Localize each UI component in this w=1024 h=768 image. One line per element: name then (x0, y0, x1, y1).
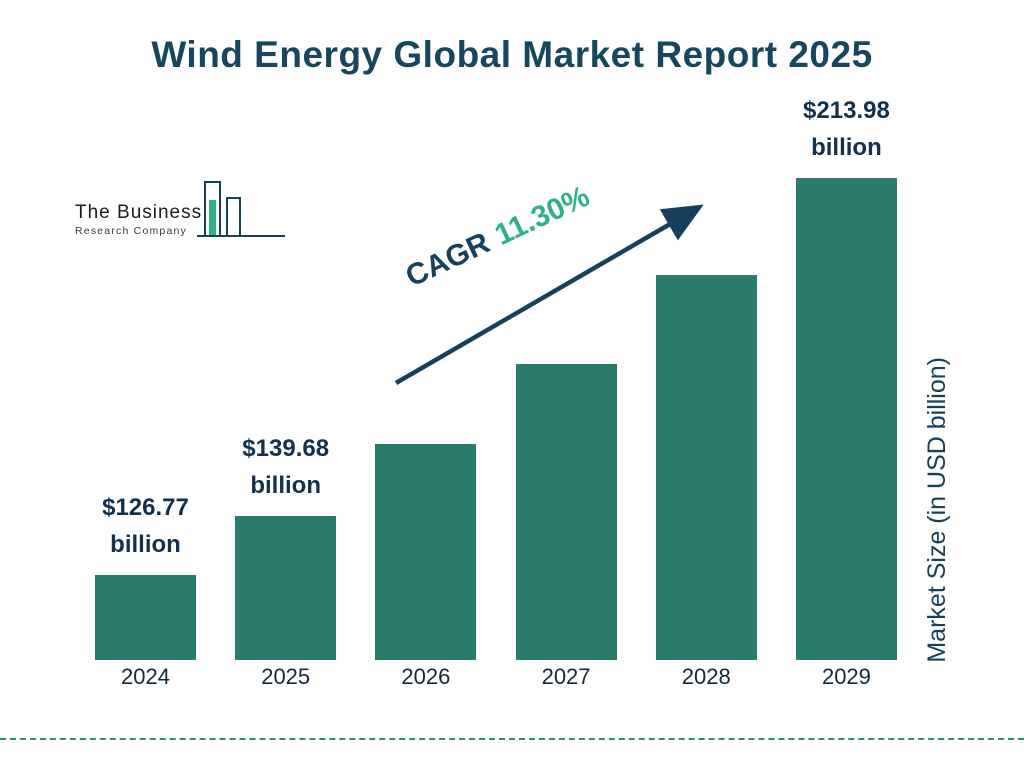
logo-company-subtitle: Research Company (75, 225, 187, 237)
x-tick-2026: 2026 (401, 664, 451, 689)
bar-2029 (795, 178, 897, 660)
x-tick-2024: 2024 (121, 664, 170, 689)
logo-company-name: The Business (75, 202, 203, 223)
bar-column-2028 (655, 275, 757, 660)
x-tick-2029: 2029 (821, 664, 871, 689)
bar-2026 (375, 444, 477, 660)
bar-2027 (515, 364, 617, 660)
logo-bars-icon (197, 180, 287, 247)
bar-2024 (95, 575, 196, 660)
value-label-2025: $139.68 billion (242, 435, 330, 499)
bar-2025 (235, 516, 337, 660)
value-label-2024: $126.77 billion (102, 494, 189, 558)
value-label-2029: $213.98 billion (803, 97, 890, 161)
x-axis: 2024 2025 2026 2027 2028 2029 (95, 664, 897, 690)
x-tick-2028: 2028 (681, 664, 731, 689)
x-tick-2027: 2027 (541, 664, 591, 689)
page-title: Wind Energy Global Market Report 2025 (151, 34, 873, 75)
cagr-trend-arrow (394, 204, 704, 385)
x-tick-2025: 2025 (261, 664, 311, 689)
logo-text: The Business Research Company (75, 202, 202, 237)
y-axis-title: Market Size (in USD billion) (923, 357, 951, 663)
bottom-dashed-divider (0, 738, 1024, 740)
logo: The Business Research Company (75, 180, 285, 245)
bar-column-2026 (375, 444, 477, 660)
bar-column-2024: $126.77 billion (95, 489, 196, 660)
bar-column-2025: $139.68 billion (235, 430, 337, 660)
bars-row: $126.77 billion $139.68 billion $213.98 … (95, 92, 897, 660)
bar-column-2029: $213.98 billion (795, 92, 897, 660)
bar-2028 (655, 275, 757, 660)
bar-column-2027 (515, 364, 617, 660)
bar-chart: $126.77 billion $139.68 billion $213.98 … (95, 97, 897, 690)
